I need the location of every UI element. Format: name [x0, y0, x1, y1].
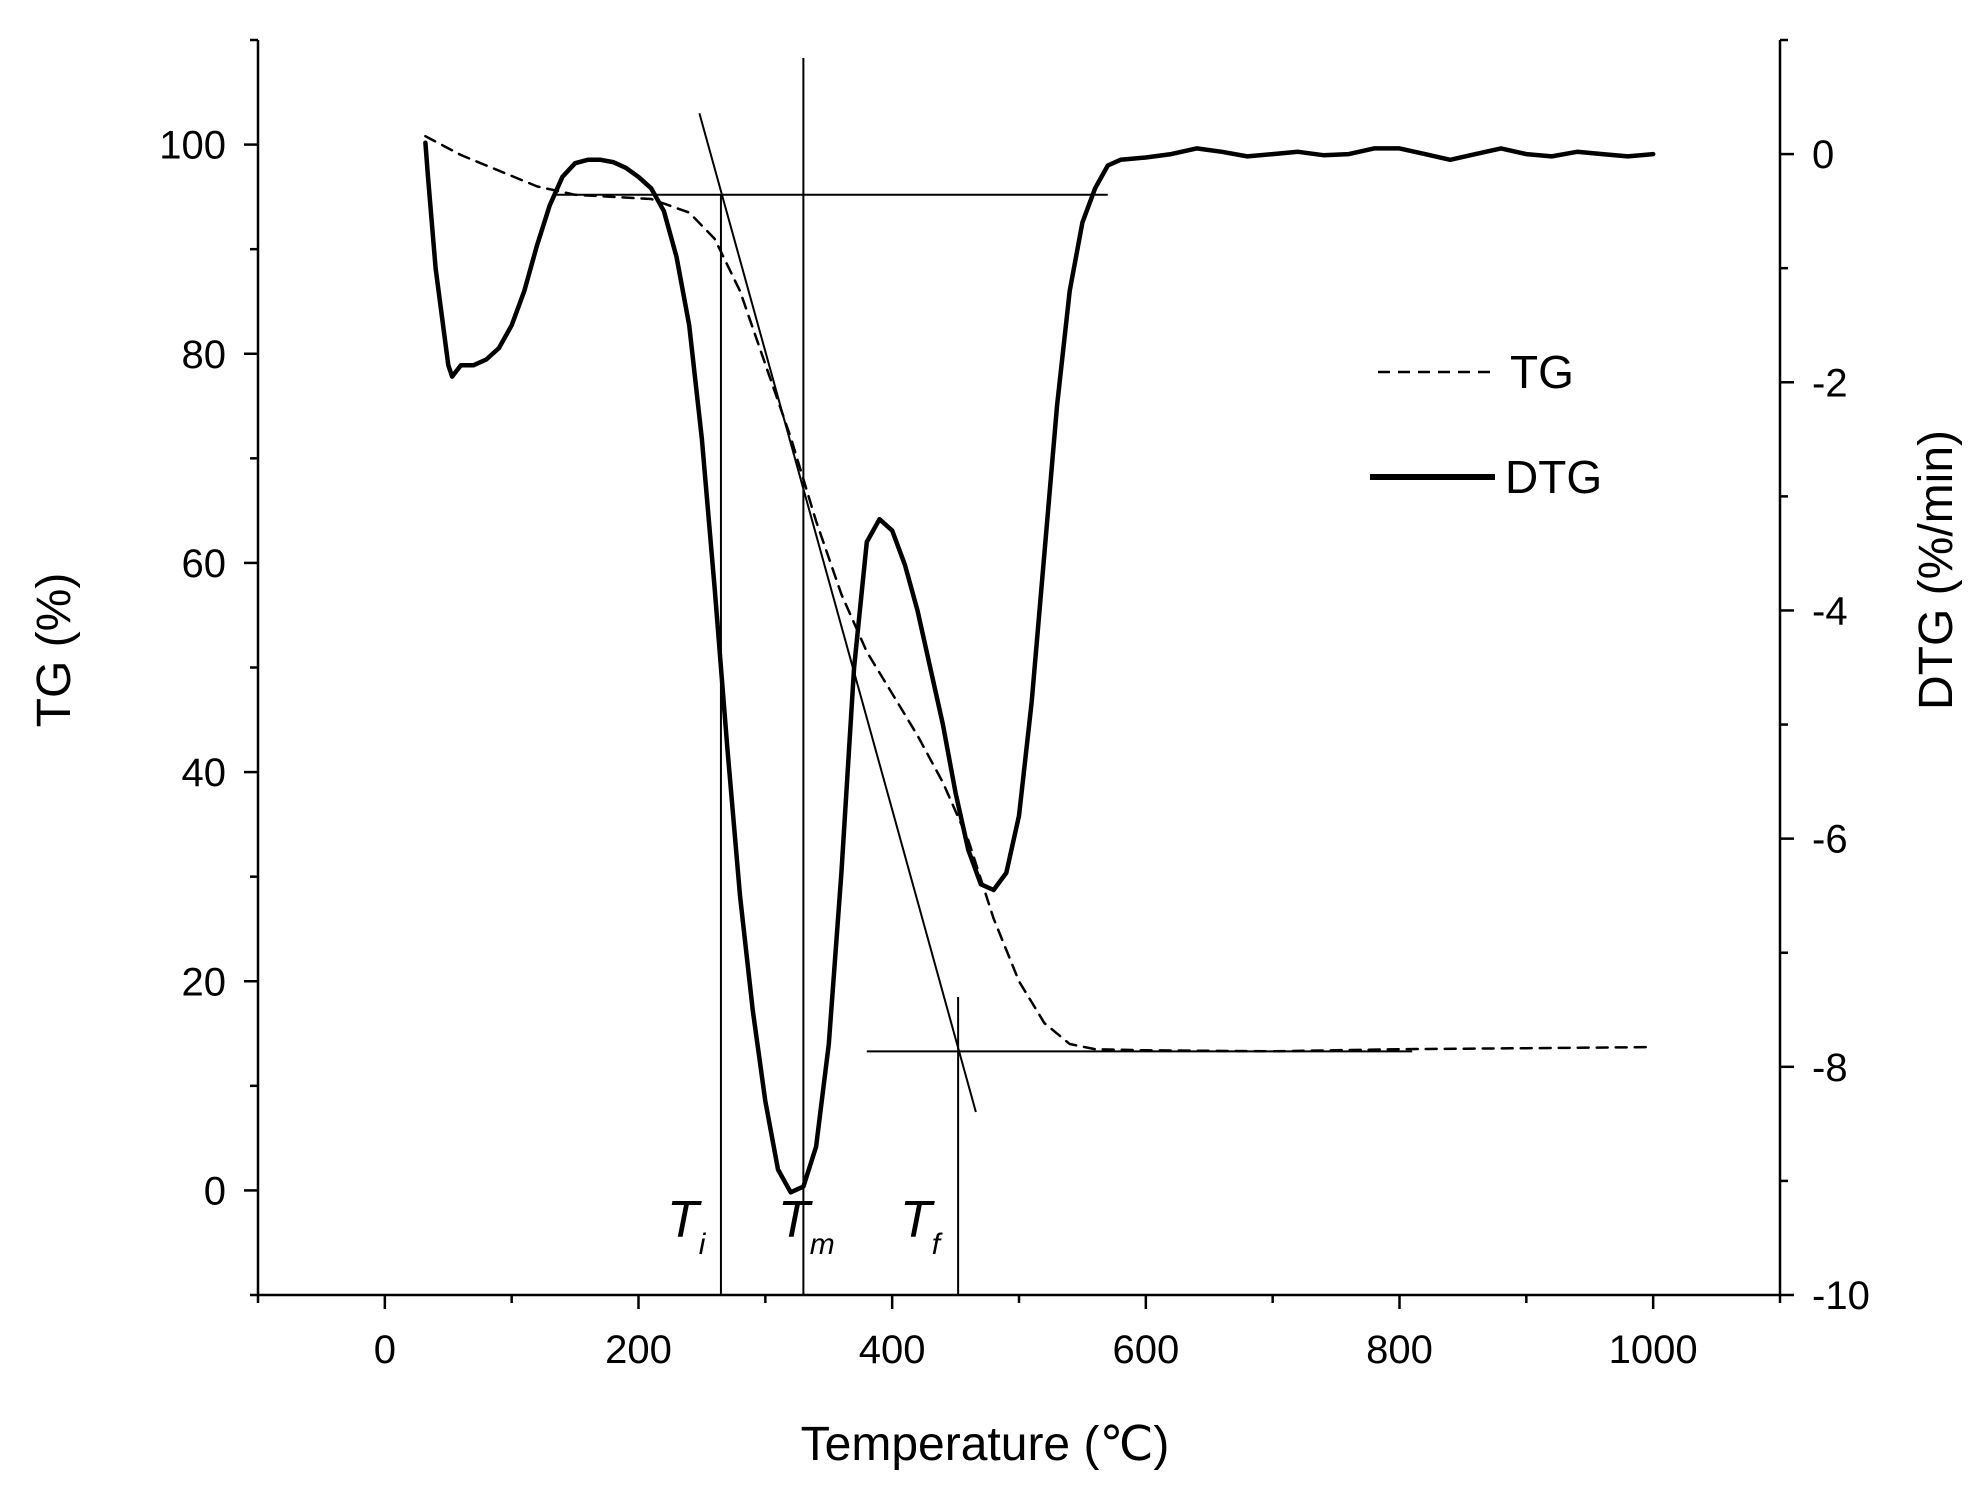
legend: TG DTG: [1370, 346, 1602, 503]
x-tick-label: 0: [374, 1328, 396, 1372]
y-left-tick-label: 0: [204, 1169, 226, 1213]
series-layer: [423, 134, 1656, 1195]
x-tick-label: 1000: [1609, 1328, 1698, 1372]
x-tick-label: 400: [859, 1328, 926, 1372]
tm-letter: T: [778, 1191, 813, 1249]
tf-letter: T: [900, 1191, 935, 1249]
tm-label: Tm: [778, 1191, 835, 1261]
tm-subscript: m: [810, 1228, 835, 1261]
y-right-tick-label: -4: [1812, 589, 1848, 633]
axis-ticks: [244, 38, 1794, 1309]
construction-lines: [556, 58, 1413, 1295]
y-right-axis-title: DTG (%/min): [1910, 430, 1963, 710]
x-tick-label: 600: [1112, 1328, 1179, 1372]
ti-letter: T: [667, 1191, 702, 1249]
x-tick-label: 800: [1366, 1328, 1433, 1372]
tangent-line: [698, 112, 977, 1113]
legend-tg-label: TG: [1510, 346, 1574, 398]
temperature-markers: Ti Tm Tf: [667, 1191, 943, 1261]
series-line-dtg: [423, 140, 1656, 1195]
x-tick-label: 200: [605, 1328, 672, 1372]
legend-dtg-label: DTG: [1505, 451, 1602, 503]
y-right-tick-label: 0: [1812, 133, 1834, 177]
y-left-tick-label: 100: [159, 124, 226, 168]
y-right-tick-label: -10: [1812, 1274, 1870, 1318]
y-right-tick-label: -8: [1812, 1046, 1848, 1090]
y-left-tick-label: 80: [182, 333, 227, 377]
y-right-tick-label: -6: [1812, 818, 1848, 862]
y-left-tick-label: 60: [182, 542, 227, 586]
y-right-tick-label: -2: [1812, 361, 1848, 405]
y-left-tick-label: 40: [182, 751, 227, 795]
x-axis-title: Temperature (℃): [801, 1418, 1170, 1471]
series-line-tg: [424, 134, 1655, 1053]
plot-frame: [256, 40, 1782, 1297]
tf-label: Tf: [900, 1191, 943, 1261]
ti-subscript: i: [699, 1228, 707, 1261]
y-left-tick-label: 20: [182, 960, 227, 1004]
tf-subscript: f: [932, 1228, 943, 1261]
y-left-axis-title: TG (%): [28, 573, 81, 728]
ti-label: Ti: [667, 1191, 707, 1261]
